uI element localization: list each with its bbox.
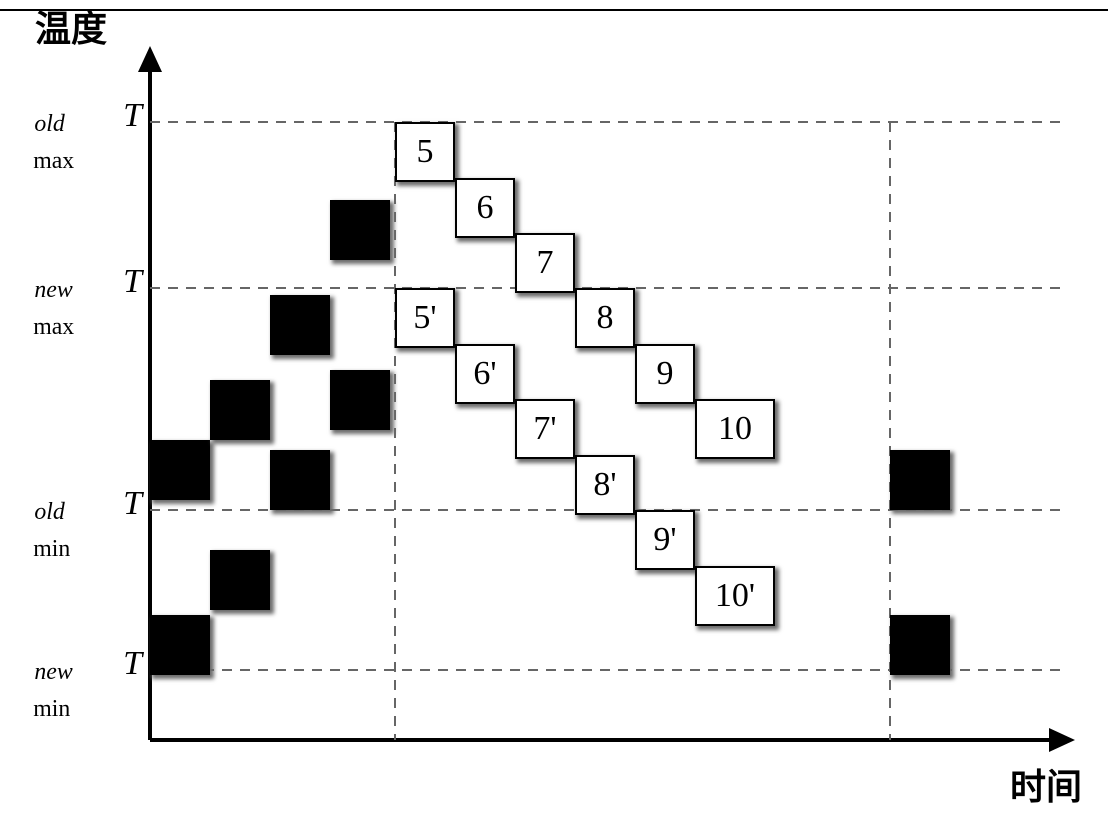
numbered-box-8: 8 xyxy=(575,288,635,348)
numbered-box-5p: 5' xyxy=(395,288,455,348)
numbered-box-7: 7 xyxy=(515,233,575,293)
y-tick-T_old_min: Toldmin xyxy=(24,485,142,566)
filled-box xyxy=(330,200,390,260)
numbered-box-9p: 9' xyxy=(635,510,695,570)
numbered-box-6: 6 xyxy=(455,178,515,238)
filled-box xyxy=(270,295,330,355)
y-axis-label: 温度 xyxy=(35,0,107,52)
numbered-box-6p: 6' xyxy=(455,344,515,404)
filled-box xyxy=(890,615,950,675)
y-tick-T_new_min: Tnewmin xyxy=(24,645,142,726)
numbered-box-8p: 8' xyxy=(575,455,635,515)
y-tick-T_old_max: Toldmax xyxy=(24,97,142,178)
numbered-box-5: 5 xyxy=(395,122,455,182)
filled-box xyxy=(270,450,330,510)
temperature-time-diagram: 温度 时间 ToldmaxTnewmaxToldminTnewmin 56789… xyxy=(0,0,1108,815)
numbered-box-7p: 7' xyxy=(515,399,575,459)
y-tick-T_new_max: Tnewmax xyxy=(24,263,142,344)
filled-box xyxy=(210,380,270,440)
numbered-box-10: 10 xyxy=(695,399,775,459)
filled-box xyxy=(150,440,210,500)
filled-box xyxy=(330,370,390,430)
x-axis-label: 时间 xyxy=(1010,758,1082,810)
filled-box xyxy=(890,450,950,510)
filled-box xyxy=(210,550,270,610)
filled-box xyxy=(150,615,210,675)
numbered-box-10p: 10' xyxy=(695,566,775,626)
numbered-box-9: 9 xyxy=(635,344,695,404)
